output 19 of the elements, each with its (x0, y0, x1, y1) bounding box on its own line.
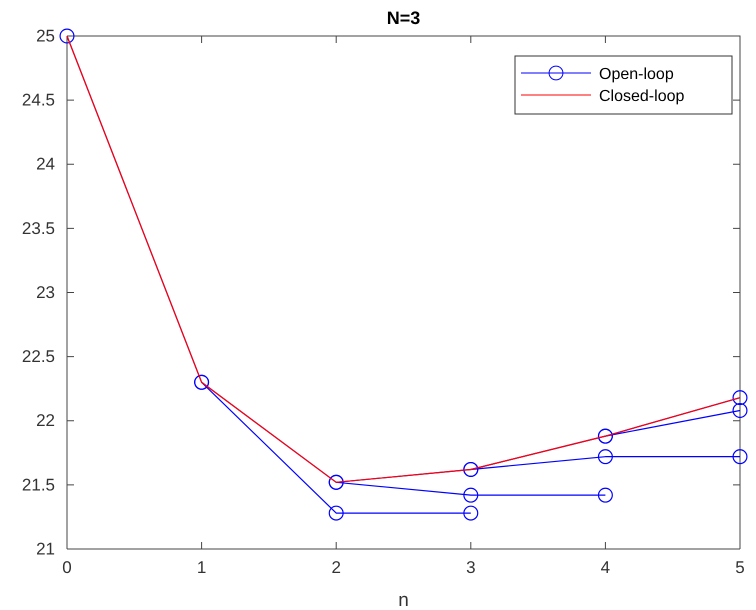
legend-label: Closed-loop (599, 88, 684, 105)
x-axis-title: n (398, 590, 409, 610)
chart-title: N=3 (386, 8, 420, 28)
x-tick-label: 3 (466, 558, 476, 578)
x-tick-label: 4 (600, 558, 610, 578)
x-tick-label: 0 (62, 558, 72, 578)
y-tick-label: 22 (36, 411, 55, 430)
y-tick-label: 21.5 (22, 475, 55, 494)
y-tick-label: 22.5 (22, 347, 55, 366)
y-tick-label: 23.5 (22, 218, 55, 238)
x-tick-label: 1 (196, 558, 206, 578)
y-tick-label: 23 (36, 282, 55, 302)
y-tick-label: 25 (36, 26, 55, 46)
y-tick-label: 24 (36, 154, 55, 174)
y-tick-label: 21 (36, 539, 55, 558)
x-tick-label: 2 (331, 558, 341, 578)
x-tick-label: 5 (735, 558, 745, 578)
legend-label: Open-loop (599, 66, 674, 83)
y-tick-label: 24.5 (22, 90, 55, 110)
